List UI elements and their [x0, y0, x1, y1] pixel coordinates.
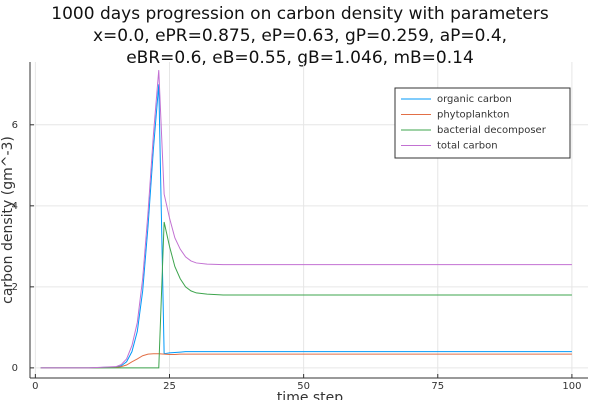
x-tick-label: 0	[32, 381, 38, 392]
series-line	[40, 353, 572, 369]
x-tick-label: 100	[562, 381, 581, 392]
y-tick-label: 6	[12, 120, 18, 131]
legend-label: total carbon	[437, 141, 498, 152]
x-tick-label: 75	[431, 381, 444, 392]
x-tick-label: 25	[163, 381, 176, 392]
legend-label: phytoplankton	[437, 110, 509, 121]
series-line	[40, 221, 572, 369]
y-tick-label: 2	[12, 282, 18, 293]
series-line	[40, 70, 572, 369]
x-tick-label: 50	[297, 381, 310, 392]
legend-box	[394, 87, 571, 159]
y-tick-label: 4	[12, 201, 18, 212]
y-axis-label: carbon density (gm^-3)	[0, 136, 16, 304]
legend-label: organic carbon	[437, 94, 512, 105]
chart-title-line: 1000 days progression on carbon density …	[51, 4, 549, 24]
legend-label: bacterial decomposer	[437, 125, 547, 136]
x-axis-label: time step	[277, 390, 343, 400]
y-tick-label: 0	[12, 363, 18, 374]
chart-title-line: eBR=0.6, eB=0.55, gB=1.046, mB=0.14	[126, 48, 474, 68]
chart-title-line: x=0.0, ePR=0.875, eP=0.63, gP=0.259, aP=…	[93, 26, 507, 46]
series-line	[40, 84, 572, 369]
